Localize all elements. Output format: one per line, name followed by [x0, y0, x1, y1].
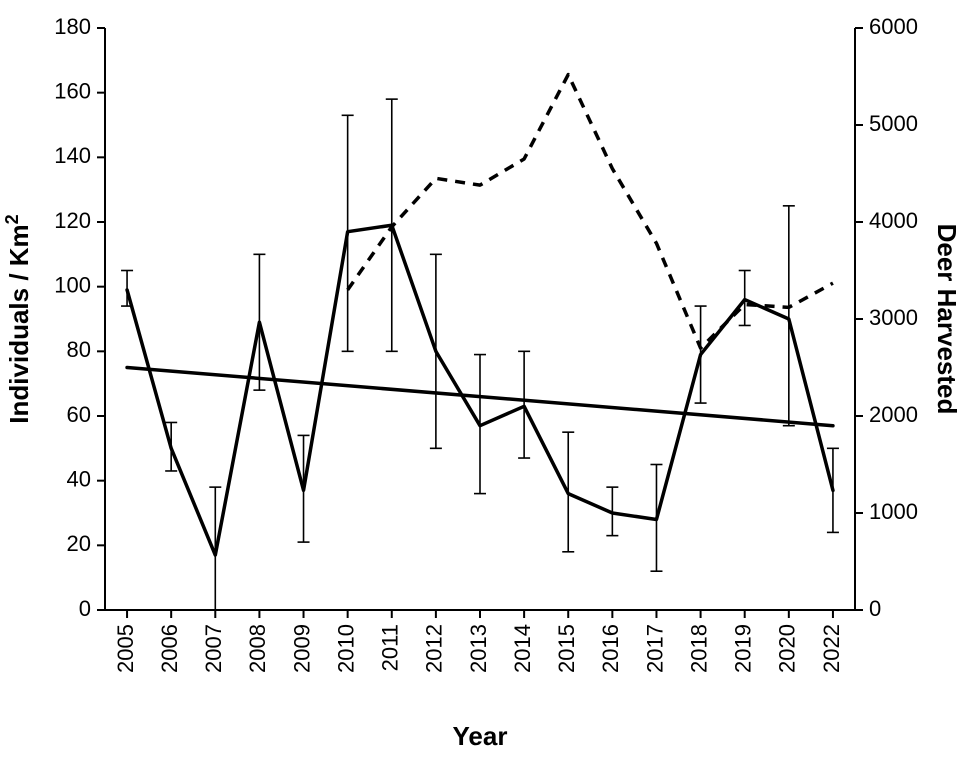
x-tick-label: 2016 [598, 624, 623, 673]
y-right-tick-label: 3000 [869, 305, 918, 330]
x-tick-label: 2019 [731, 624, 756, 673]
y-left-tick-label: 160 [54, 78, 91, 103]
x-axis-label: Year [453, 721, 508, 751]
x-tick-label: 2011 [378, 624, 403, 671]
chart-container: 0 20 40 60 80 100 120 140 160 180 0 1000 2000 3000 400… [0, 0, 960, 775]
y-right-tick-label: 1000 [869, 499, 918, 524]
y-left-tick-label: 40 [67, 466, 91, 491]
x-tick-label: 2009 [289, 624, 314, 673]
x-tick-label: 2006 [157, 624, 182, 673]
dual-axis-line-chart: 0 20 40 60 80 100 120 140 160 180 0 1000 2000 3000 400… [0, 0, 960, 775]
x-tick-label: 2015 [554, 624, 579, 673]
y-right-tick-label: 4000 [869, 208, 918, 233]
x-tick-label: 2013 [466, 624, 491, 673]
x-tick-label: 2014 [510, 624, 535, 673]
y-left-tick-label: 80 [67, 337, 91, 362]
y-left-tick-label: 20 [67, 531, 91, 556]
x-tick-label: 2022 [819, 624, 844, 673]
y-right-tick-label: 2000 [869, 402, 918, 427]
x-tick-label: 2020 [775, 624, 800, 673]
x-tick-label: 2018 [686, 624, 711, 673]
x-tick-label: 2012 [422, 624, 447, 673]
x-tick-label: 2017 [642, 624, 667, 673]
x-tick-label: 2005 [113, 624, 138, 673]
y-left-axis-label: Individuals / Km2 [2, 214, 34, 423]
y-right-axis-label: Deer Harvested [932, 224, 960, 415]
x-tick-label: 2008 [245, 624, 270, 673]
y-left-tick-label: 140 [54, 143, 91, 168]
y-left-tick-label: 60 [67, 402, 91, 427]
y-left-tick-label: 100 [54, 272, 91, 297]
y-left-tick-label: 120 [54, 208, 91, 233]
y-right-tick-label: 0 [869, 596, 881, 621]
y-right-tick-label: 6000 [869, 14, 918, 39]
y-right-tick-label: 5000 [869, 111, 918, 136]
y-left-tick-label: 180 [54, 14, 91, 39]
x-tick-label: 2007 [201, 624, 226, 673]
y-left-tick-label: 0 [79, 596, 91, 621]
x-tick-label: 2010 [333, 624, 358, 673]
